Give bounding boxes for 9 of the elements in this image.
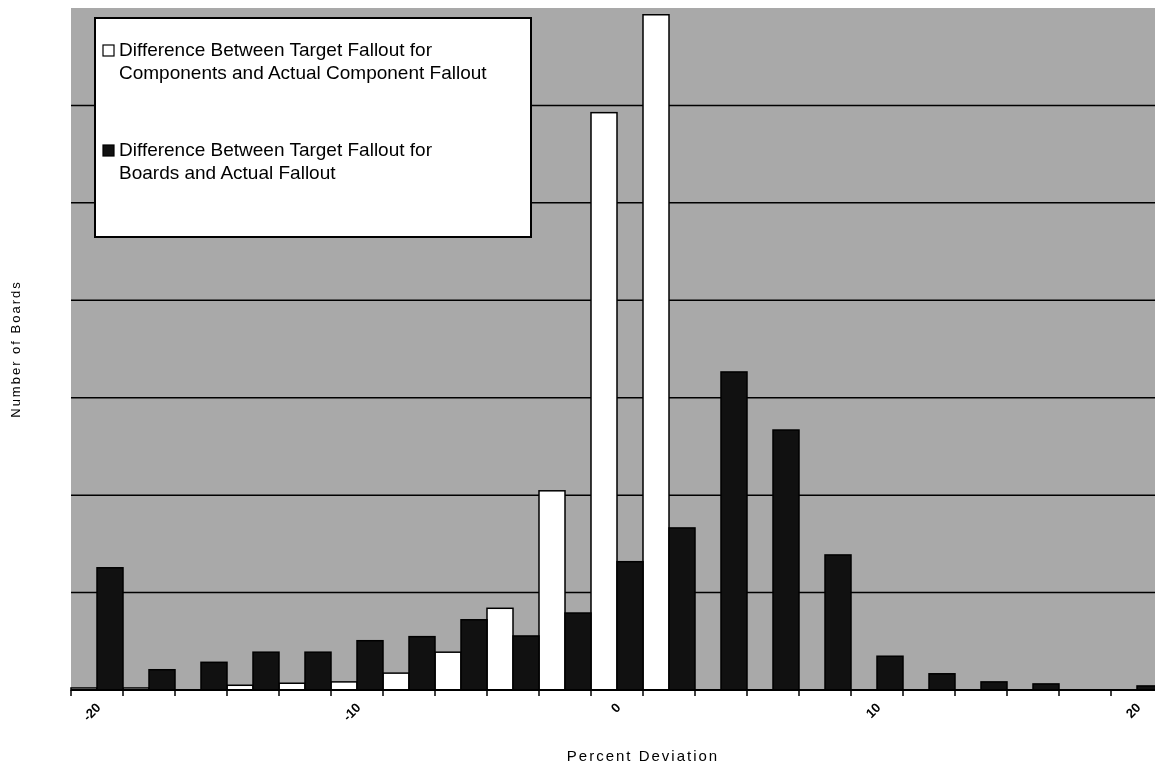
legend-label: Difference Between Target Fallout for Components and Actual Component Fallout — [119, 39, 488, 83]
x-tick-label: -10 — [339, 699, 364, 724]
x-tick-label: 0 — [607, 699, 624, 716]
x-tick-label: 10 — [862, 699, 884, 721]
x-tick-label: -20 — [79, 699, 104, 724]
legend-label: Difference Between Target Fallout for Boards and Actual Fallout — [119, 139, 433, 183]
x-tick-label: 20 — [1122, 699, 1144, 721]
x-axis-title: Percent Deviation — [566, 747, 720, 764]
y-axis-title: Number of Boards — [8, 280, 23, 418]
